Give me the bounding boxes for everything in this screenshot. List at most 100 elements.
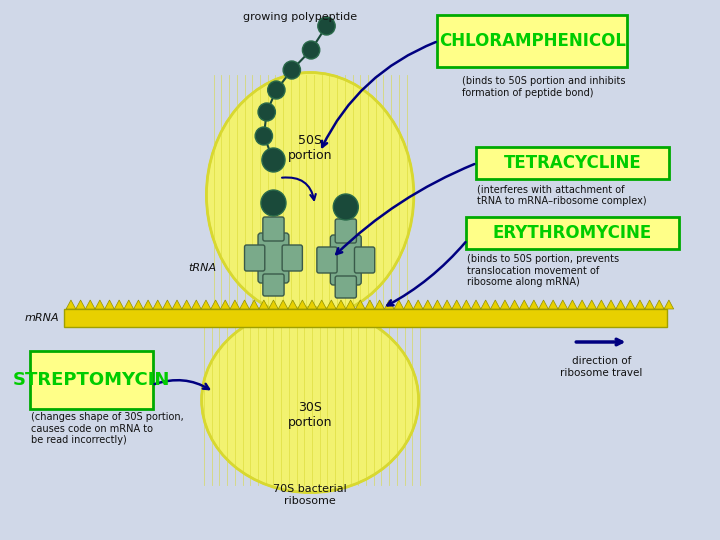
Text: tRNA: tRNA bbox=[189, 263, 217, 273]
Polygon shape bbox=[413, 300, 423, 309]
Polygon shape bbox=[104, 300, 114, 309]
Polygon shape bbox=[549, 300, 558, 309]
Polygon shape bbox=[134, 300, 143, 309]
Circle shape bbox=[262, 148, 285, 172]
Text: ERYTHROMYCINE: ERYTHROMYCINE bbox=[492, 224, 652, 242]
Polygon shape bbox=[163, 300, 172, 309]
Polygon shape bbox=[182, 300, 192, 309]
Polygon shape bbox=[654, 300, 664, 309]
Polygon shape bbox=[490, 300, 500, 309]
Text: (binds to 50S portion, prevents
translocation movement of
ribosome along mRNA): (binds to 50S portion, prevents transloc… bbox=[467, 254, 619, 287]
Polygon shape bbox=[433, 300, 442, 309]
Polygon shape bbox=[76, 300, 86, 309]
Polygon shape bbox=[567, 300, 577, 309]
FancyBboxPatch shape bbox=[467, 217, 678, 249]
Polygon shape bbox=[259, 300, 269, 309]
Polygon shape bbox=[384, 300, 394, 309]
Circle shape bbox=[255, 127, 272, 145]
Polygon shape bbox=[423, 300, 433, 309]
Polygon shape bbox=[577, 300, 587, 309]
Polygon shape bbox=[336, 300, 346, 309]
Text: 50S
portion: 50S portion bbox=[288, 134, 333, 162]
Polygon shape bbox=[558, 300, 567, 309]
Text: 30S
portion: 30S portion bbox=[288, 401, 333, 429]
Polygon shape bbox=[297, 300, 307, 309]
FancyBboxPatch shape bbox=[317, 247, 337, 273]
Polygon shape bbox=[394, 300, 404, 309]
FancyBboxPatch shape bbox=[258, 233, 289, 283]
Polygon shape bbox=[374, 300, 384, 309]
FancyBboxPatch shape bbox=[245, 245, 265, 271]
FancyBboxPatch shape bbox=[282, 245, 302, 271]
Polygon shape bbox=[510, 300, 519, 309]
Text: CHLORAMPHENICOL: CHLORAMPHENICOL bbox=[439, 32, 626, 50]
Circle shape bbox=[318, 17, 336, 35]
Polygon shape bbox=[307, 300, 317, 309]
Polygon shape bbox=[240, 300, 249, 309]
Ellipse shape bbox=[202, 307, 418, 492]
Text: TETRACYCLINE: TETRACYCLINE bbox=[503, 154, 642, 172]
Polygon shape bbox=[326, 300, 336, 309]
Polygon shape bbox=[606, 300, 616, 309]
Polygon shape bbox=[249, 300, 259, 309]
Polygon shape bbox=[66, 300, 76, 309]
Polygon shape bbox=[597, 300, 606, 309]
Polygon shape bbox=[365, 300, 374, 309]
Polygon shape bbox=[143, 300, 153, 309]
Polygon shape bbox=[192, 300, 201, 309]
Text: (binds to 50S portion and inhibits
formation of peptide bond): (binds to 50S portion and inhibits forma… bbox=[462, 76, 625, 98]
FancyBboxPatch shape bbox=[336, 276, 356, 298]
Polygon shape bbox=[529, 300, 539, 309]
Polygon shape bbox=[201, 300, 211, 309]
Circle shape bbox=[261, 190, 286, 216]
Polygon shape bbox=[616, 300, 626, 309]
Polygon shape bbox=[645, 300, 654, 309]
Circle shape bbox=[302, 41, 320, 59]
FancyBboxPatch shape bbox=[30, 351, 153, 409]
Polygon shape bbox=[114, 300, 124, 309]
FancyBboxPatch shape bbox=[64, 309, 667, 327]
Polygon shape bbox=[288, 300, 297, 309]
Ellipse shape bbox=[207, 72, 414, 318]
Polygon shape bbox=[95, 300, 104, 309]
FancyBboxPatch shape bbox=[354, 247, 374, 273]
Polygon shape bbox=[587, 300, 597, 309]
Polygon shape bbox=[269, 300, 279, 309]
Text: STREPTOMYCIN: STREPTOMYCIN bbox=[13, 371, 171, 389]
Polygon shape bbox=[356, 300, 365, 309]
Polygon shape bbox=[500, 300, 510, 309]
Polygon shape bbox=[124, 300, 134, 309]
Text: 70S bacterial
ribosome: 70S bacterial ribosome bbox=[273, 484, 347, 506]
Polygon shape bbox=[462, 300, 471, 309]
FancyBboxPatch shape bbox=[263, 217, 284, 241]
Circle shape bbox=[268, 81, 285, 99]
Text: growing polypeptide: growing polypeptide bbox=[243, 12, 358, 22]
Circle shape bbox=[258, 103, 275, 121]
Polygon shape bbox=[86, 300, 95, 309]
Polygon shape bbox=[519, 300, 529, 309]
Circle shape bbox=[283, 61, 300, 79]
Circle shape bbox=[333, 194, 359, 220]
FancyBboxPatch shape bbox=[438, 15, 627, 67]
Polygon shape bbox=[664, 300, 674, 309]
Polygon shape bbox=[452, 300, 462, 309]
Polygon shape bbox=[211, 300, 220, 309]
Polygon shape bbox=[539, 300, 549, 309]
FancyBboxPatch shape bbox=[263, 274, 284, 296]
Polygon shape bbox=[346, 300, 356, 309]
Polygon shape bbox=[172, 300, 182, 309]
FancyBboxPatch shape bbox=[330, 235, 361, 285]
Text: mRNA: mRNA bbox=[24, 313, 59, 323]
Polygon shape bbox=[220, 300, 230, 309]
Polygon shape bbox=[279, 300, 288, 309]
Polygon shape bbox=[635, 300, 645, 309]
Polygon shape bbox=[626, 300, 635, 309]
FancyBboxPatch shape bbox=[476, 147, 669, 179]
Polygon shape bbox=[153, 300, 163, 309]
Text: (changes shape of 30S portion,
causes code on mRNA to
be read incorrectly): (changes shape of 30S portion, causes co… bbox=[32, 412, 184, 445]
Polygon shape bbox=[442, 300, 452, 309]
Polygon shape bbox=[404, 300, 413, 309]
Polygon shape bbox=[230, 300, 240, 309]
FancyBboxPatch shape bbox=[336, 219, 356, 243]
Text: direction of
ribosome travel: direction of ribosome travel bbox=[560, 356, 642, 377]
